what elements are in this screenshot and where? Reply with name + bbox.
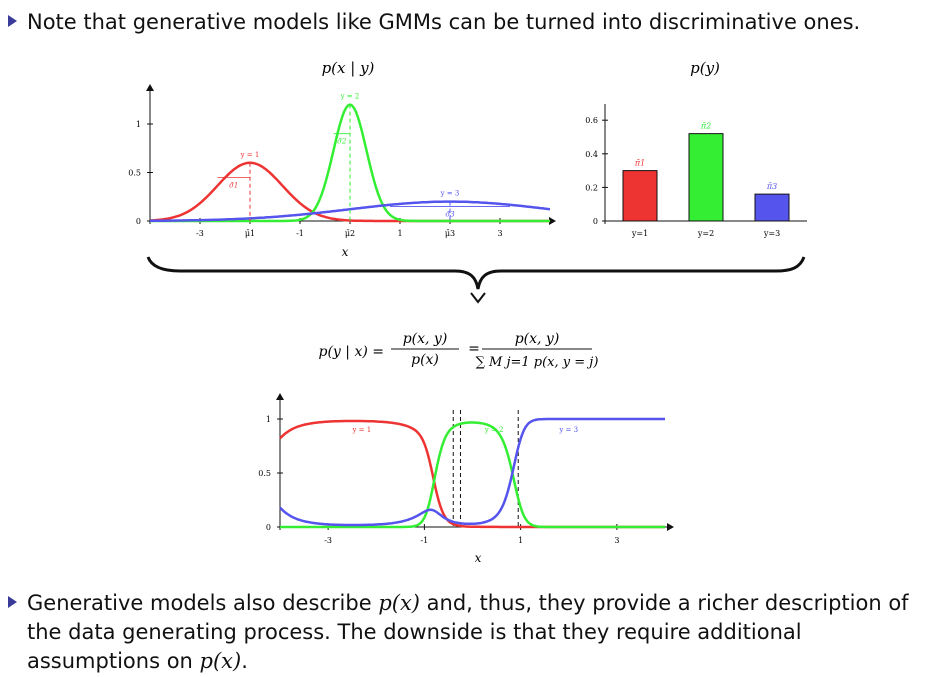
figure-canvas: p(x | y) -3 μ̄1 -1 μ̄2 1 μ̄3 3 0 0.5 1 y = 1 σ̄1 y… xyxy=(128,59,807,565)
formula-numerator-2: p(x, y) xyxy=(515,331,560,347)
bullet-2-math-2: p(x) xyxy=(199,649,242,673)
formula-denominator-2: ∑ M j=1 p(x, y = j) xyxy=(476,355,599,370)
y-tick-label: 0 xyxy=(593,217,598,226)
x-tick-label: 1 xyxy=(518,536,523,545)
x-axis-label: x xyxy=(475,551,482,565)
posterior-chart: -3 -1 1 3 0 0.5 1 y = 1 y = 2 y = 3 x xyxy=(258,393,674,565)
x-tick-label: μ̄1 xyxy=(245,229,255,238)
sigma-label-2: σ̄2 xyxy=(337,138,347,146)
prior-bar-chart: p(y) 0 0.2 0.4 0.6 π̄1 y=1 π̄2 y=2 π̄3 y=3 xyxy=(585,59,807,238)
posterior-line-1 xyxy=(279,419,665,529)
series-label-3: y = 3 xyxy=(558,426,578,434)
chart-title: p(x | y) xyxy=(322,59,375,77)
posterior-line-2 xyxy=(280,421,665,529)
category-label: y=2 xyxy=(697,229,714,238)
bullet-2-part-1: Generative models also describe xyxy=(27,591,379,615)
y-tick-label: 0 xyxy=(266,523,271,532)
bar-value-label: π̄2 xyxy=(700,122,711,131)
x-axis-label: x xyxy=(342,245,349,259)
brace-arrow-icon xyxy=(470,292,486,304)
curly-brace-down-icon xyxy=(146,256,806,290)
bar-value-label: π̄3 xyxy=(766,182,777,191)
posterior-line-3 xyxy=(279,417,665,527)
series-label-3: y = 3 xyxy=(440,190,460,198)
bullet-2: Generative models also describe p(x) and… xyxy=(8,589,913,676)
bullet-2-math-1: p(x) xyxy=(378,591,420,615)
bullet-2-part-2: and, thus, they provide a richer descrip… xyxy=(27,591,909,673)
bullet-2-part-3: . xyxy=(241,649,248,673)
x-tick-label: 3 xyxy=(614,536,619,545)
bullet-1-text: Note that generative models like GMMs ca… xyxy=(27,10,861,34)
sigma-label-3: σ̄3 xyxy=(445,210,455,218)
series-label-1: y = 1 xyxy=(240,151,260,159)
y-tick-label: 1 xyxy=(266,415,271,424)
formula-denominator-1: p(x) xyxy=(411,352,439,368)
formula-equals: = xyxy=(468,341,480,357)
x-tick-label: μ̄2 xyxy=(345,229,355,238)
y-tick-label: 0 xyxy=(136,217,141,226)
series-label-2: y = 2 xyxy=(340,93,360,101)
x-tick-label: 1 xyxy=(397,229,402,238)
bayes-formula: p(y | x) = p(x, y) p(x) = p(x, y) ∑ M j=… xyxy=(319,331,599,370)
series-label-1: y = 1 xyxy=(351,426,371,434)
category-label: y=1 xyxy=(631,229,648,238)
y-tick-label: 0.5 xyxy=(128,169,141,178)
x-tick-label: μ̄3 xyxy=(445,229,455,238)
x-tick-label: -1 xyxy=(420,536,428,545)
class-conditional-density-chart: p(x | y) -3 μ̄1 -1 μ̄2 1 μ̄3 3 0 0.5 1 y = 1 σ̄1 y… xyxy=(128,59,556,259)
y-tick-label: 0.2 xyxy=(585,183,598,192)
y-tick-label: 0.4 xyxy=(585,150,598,159)
sigma-label-1: σ̄1 xyxy=(229,181,238,189)
bar-y=3 xyxy=(754,193,790,222)
density-line-3 xyxy=(150,200,551,223)
formula-numerator-1: p(x, y) xyxy=(403,331,448,347)
y-tick-label: 0.6 xyxy=(585,116,598,125)
bullet-1: Note that generative models like GMMs ca… xyxy=(8,8,860,37)
y-tick-label: 1 xyxy=(136,120,141,129)
y-tick-label: 0.5 xyxy=(258,469,271,478)
bar-y=1 xyxy=(622,170,658,222)
series-label-2: y = 2 xyxy=(484,426,504,434)
bar-value-label: π̄1 xyxy=(634,159,645,168)
x-tick-label: -3 xyxy=(196,229,204,238)
triangle-bullet-icon xyxy=(8,596,17,608)
bar-y=2 xyxy=(688,133,724,222)
x-tick-label: 3 xyxy=(497,229,502,238)
x-tick-label: -3 xyxy=(324,536,332,545)
formula-lhs: p(y | x) = xyxy=(319,344,385,360)
category-label: y=3 xyxy=(763,229,780,238)
chart-title: p(y) xyxy=(690,59,720,77)
bullet-2-text: Generative models also describe p(x) and… xyxy=(27,589,913,676)
x-tick-label: -1 xyxy=(296,229,304,238)
triangle-bullet-icon xyxy=(8,15,17,27)
